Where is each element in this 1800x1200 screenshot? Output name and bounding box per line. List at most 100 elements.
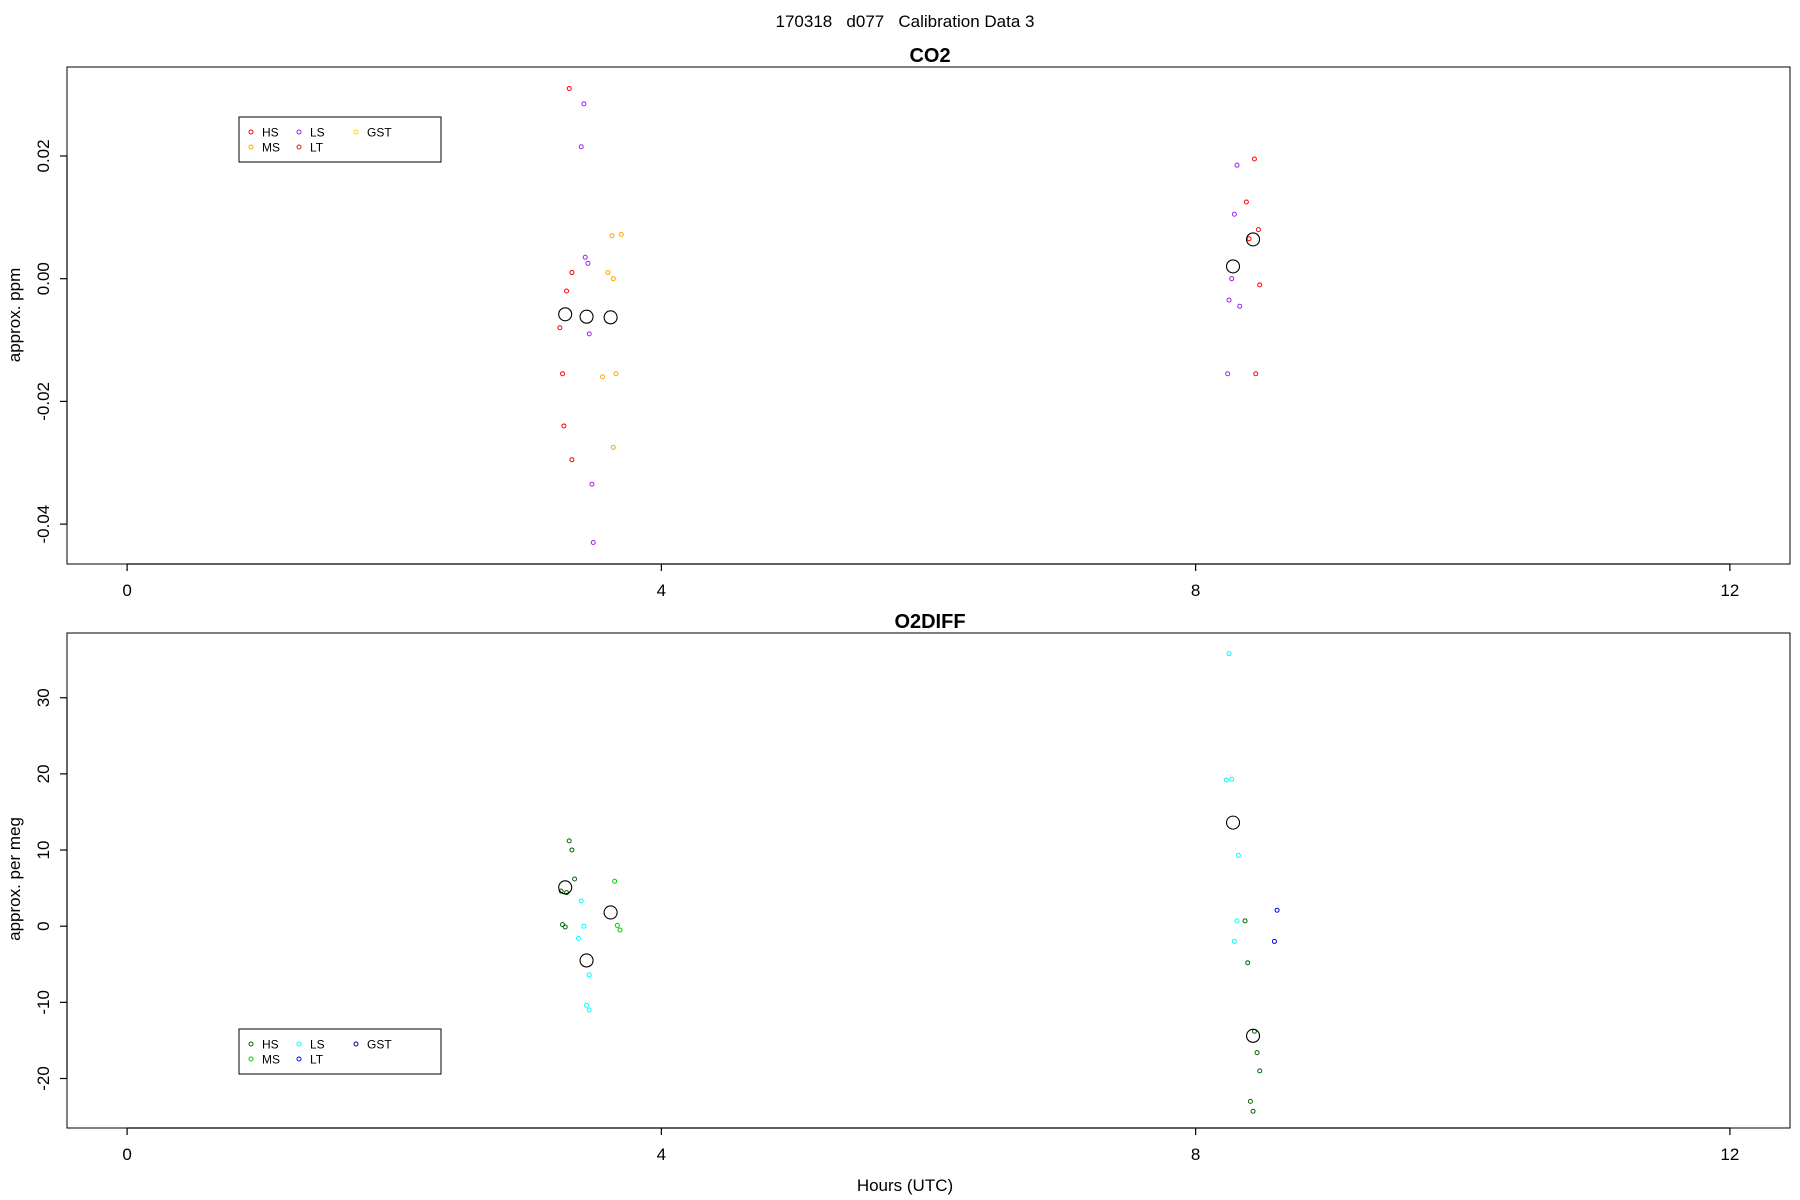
o2diff-y-tick-label: 0 [34,921,53,930]
o2diff-mean-point [558,880,573,895]
o2diff-data-point [558,888,564,894]
o2diff-mean-point [1225,815,1241,830]
o2diff-data-point [586,972,592,978]
o2diff-xlabel: Hours (UTC) [857,1176,953,1195]
co2-legend-entry: GST [353,126,392,140]
co2-y-tick-label: -0.02 [34,382,53,421]
o2diff-data-point [1229,776,1235,782]
o2diff-data-point [1231,938,1237,944]
o2diff-data-point [586,1007,592,1013]
o2diff-legend-box [238,1028,442,1075]
co2-legend-marker [248,144,254,150]
o2diff-mean-point [1246,1028,1261,1043]
co2-data-point [569,457,575,463]
o2diff-data-point [562,924,568,930]
co2-legend-marker [353,129,359,135]
co2-data-point [1253,371,1259,377]
o2diff-data-point [1271,938,1277,944]
o2diff-legend-entry: LT [296,1053,324,1067]
o2diff-legend-entry: HS [248,1038,279,1052]
o2diff-data-point [578,898,584,904]
co2-y-tick-label: 0.02 [34,139,53,172]
o2diff-legend-label: GST [367,1038,392,1052]
o2diff-data-point [1257,1068,1263,1074]
o2diff-mean-point [603,905,618,920]
o2diff-data-point [1223,777,1229,783]
o2diff-y-tick-label: -20 [34,1066,53,1091]
co2-data-point [566,85,572,91]
co2-legend-entry: LT [296,141,324,155]
co2-legend-label: MS [262,141,280,155]
o2diff-legend-marker [353,1041,359,1047]
co2-mean-point [1246,232,1261,247]
o2diff-points [558,651,1280,1114]
o2diff-y-tick-label: 20 [34,764,53,783]
co2-data-point [586,331,592,337]
co2-data-point [610,444,616,450]
o2diff-data-point [617,927,623,933]
co2-mean-point [603,310,618,325]
co2-legend-entry: LS [296,126,325,140]
co2-data-point [590,540,596,546]
o2diff-legend-label: LS [310,1038,325,1052]
o2diff-y-tick-label: 10 [34,841,53,860]
co2-title: CO2 [909,45,950,67]
co2-points [557,85,1263,546]
o2diff-data-point [569,847,575,853]
co2-panel: CO2 approx. ppm 0 4 8 12-0.04-0.020.000.02 … [5,45,1791,600]
co2-legend-entry: MS [248,141,280,155]
o2diff-mean-point [579,953,594,968]
o2diff-data-point [1234,918,1240,924]
co2-legend-label: LS [310,126,325,140]
o2diff-y-tick-label: 30 [34,688,53,707]
o2diff-panel: O2DIFF approx. per meg Hours (UTC) 0 4 8 12… [5,611,1791,1195]
o2diff-legend-entry: LS [296,1038,325,1052]
o2diff-data-point [576,935,582,941]
o2diff-legend-marker [296,1056,302,1062]
co2-x-tick-label: 8 [1191,581,1200,600]
co2-data-point [600,374,606,380]
o2diff-data-point [614,922,620,928]
o2diff-data-point [1226,651,1232,657]
co2-data-point [1251,156,1257,162]
co2-data-point [605,270,611,276]
co2-x-tick-label: 0 [122,581,131,600]
co2-legend-entry: HS [248,126,279,140]
co2-axes: 0 4 8 12 -0.04 -0.02 0.00 0.02 [34,139,1739,600]
co2-data-point [1226,297,1232,303]
co2-data-point [569,270,575,276]
co2-y-tick-label: 0.00 [34,262,53,295]
co2-legend-box [238,116,442,163]
o2diff-data-point [572,876,578,882]
o2diff-legend-label: HS [262,1038,279,1052]
co2-data-point [589,481,595,487]
co2-x-tick-label: 12 [1720,581,1739,600]
o2diff-data-point [1250,1108,1256,1114]
co2-ylabel: approx. ppm [5,268,24,363]
o2diff-legend-entry: GST [353,1038,392,1052]
o2diff-legend-marker [296,1041,302,1047]
co2-legend-label: HS [262,126,279,140]
o2diff-x-tick-label: 8 [1191,1145,1200,1164]
co2-data-point [585,260,591,266]
o2diff-data-point [566,838,572,844]
co2-legend-label: LT [310,141,324,155]
o2diff-x-tick-label: 12 [1720,1145,1739,1164]
o2diff-y-tick-label: -10 [34,990,53,1015]
co2-data-point [1229,276,1235,282]
co2-data-point [1237,303,1243,309]
o2diff-legend-label: LT [310,1053,324,1067]
co2-legend-marker [296,129,302,135]
co2-data-point [561,423,567,429]
figure-title: 170318 d077 Calibration Data 3 [776,12,1035,31]
co2-legend-label: GST [367,126,392,140]
o2diff-data-point [1245,960,1251,966]
o2diff-data-point [1274,907,1280,913]
co2-y-tick-label: -0.04 [34,505,53,544]
co2-data-point [560,371,566,377]
o2diff-data-point [1242,918,1248,924]
o2diff-x-tick-label: 0 [122,1145,131,1164]
o2diff-legend-entry: MS [248,1053,280,1067]
